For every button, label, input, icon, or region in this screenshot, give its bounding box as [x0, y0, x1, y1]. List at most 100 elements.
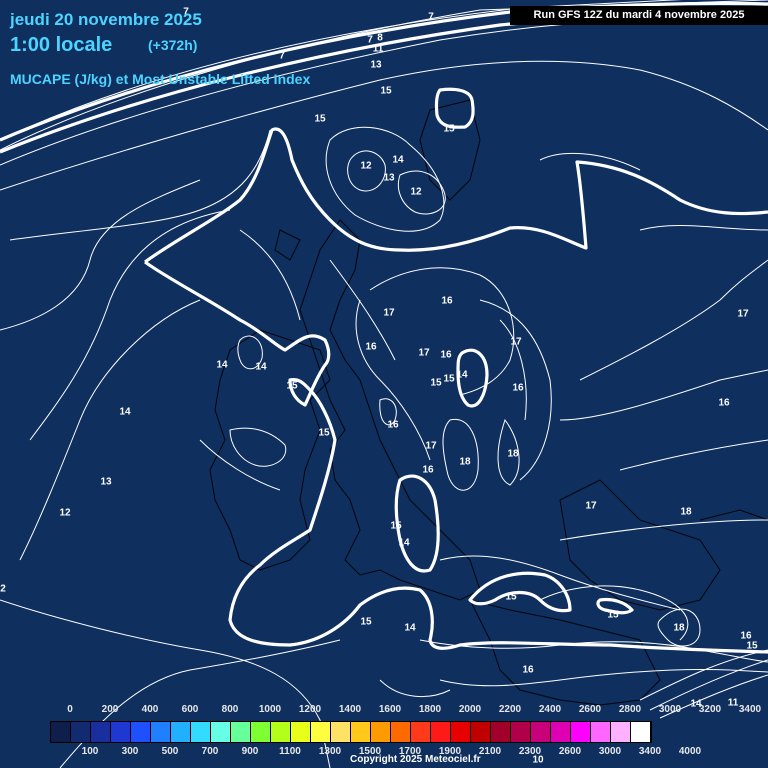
contour-label: 16 [512, 383, 524, 394]
contour-label: 16 [387, 420, 399, 431]
legend-swatch [151, 722, 171, 742]
legend-swatch [491, 722, 511, 742]
contour-label: 17 [418, 348, 430, 359]
contour-label: 7 [279, 51, 285, 62]
contour-label: 7 [183, 7, 189, 18]
contour-label: 15 [607, 610, 619, 621]
legend-tick-bottom: 900 [241, 746, 259, 757]
contour-label: 12 [360, 161, 372, 172]
legend-tick-top: 1000 [258, 704, 282, 715]
contour-label: 17 [585, 501, 597, 512]
contour-label: 15 [318, 428, 330, 439]
legend-swatch [91, 722, 111, 742]
contour-label: 17 [737, 309, 749, 320]
legend-tick-top: 1200 [298, 704, 322, 715]
legend-swatch [451, 722, 471, 742]
legend-tick-top: 2000 [458, 704, 482, 715]
contour-label: 11 [373, 44, 384, 55]
legend-tick-bottom: 2100 [478, 746, 502, 757]
legend-tick-bottom: 700 [201, 746, 219, 757]
legend-tick-top: 2200 [498, 704, 522, 715]
contour-labels: 7 7 7 7 8 11 13 15 15 15 12 14 13 12 16 … [0, 7, 758, 766]
lifted-index-thick-isolines [0, 1, 768, 654]
legend-swatch [531, 722, 551, 742]
contour-label: 7 [428, 12, 434, 23]
legend-tick-top: 3000 [658, 704, 682, 715]
legend-tick-bottom: 1900 [438, 746, 462, 757]
forecast-time: 1:00 locale [10, 34, 113, 56]
contour-label: 14 [392, 155, 404, 166]
contour-label: 18 [673, 623, 685, 634]
contour-label: 15 [746, 641, 758, 652]
legend-bottom-ticks: 100 300 500 700 900 1100 1300 1500 1700 1900 2100 2… [0, 746, 768, 760]
legend-swatch [251, 722, 271, 742]
contour-label: 15 [314, 114, 326, 125]
contour-label: 2 [0, 584, 6, 595]
legend-swatch [51, 722, 71, 742]
lead-time: (+372h) [148, 37, 198, 53]
legend-swatch [111, 722, 131, 742]
contour-label: 16 [740, 631, 752, 642]
legend-tick-top: 3200 [698, 704, 722, 715]
legend-swatch [471, 722, 491, 742]
contour-label: 18 [459, 457, 471, 468]
legend-tick-top: 2800 [618, 704, 642, 715]
legend-swatch [71, 722, 91, 742]
legend-tick-top: 1600 [378, 704, 402, 715]
legend-tick-top: 1800 [418, 704, 442, 715]
legend-tick-top: 2400 [538, 704, 562, 715]
model-run-label: Run GFS 12Z du mardi 4 novembre 2025 [510, 6, 768, 25]
legend-tick-bottom: 2600 [558, 746, 582, 757]
legend-swatch [191, 722, 211, 742]
legend-tick-top: 800 [221, 704, 239, 715]
legend-tick-top: 600 [181, 704, 199, 715]
legend-tick-bottom: 1500 [358, 746, 382, 757]
contour-label: 14 [216, 360, 228, 371]
contour-label: 15 [430, 378, 442, 389]
legend-tick-top: 1400 [338, 704, 362, 715]
legend-swatch [331, 722, 351, 742]
legend-tick-bottom: 2300 [518, 746, 542, 757]
contour-label: 13 [370, 60, 382, 71]
contour-label: 15 [286, 381, 298, 392]
legend-swatch [551, 722, 571, 742]
parameter-title: MUCAPE (J/kg) et Most Unstable Lifted In… [10, 71, 311, 87]
contour-label: 14 [404, 623, 416, 634]
contour-label: 13 [100, 477, 112, 488]
legend-swatch [231, 722, 251, 742]
contour-label: 14 [456, 370, 468, 381]
legend-tick-bottom: 300 [121, 746, 139, 757]
legend-swatch [411, 722, 431, 742]
legend-tick-bottom: 100 [81, 746, 99, 757]
contour-label: 12 [410, 187, 422, 198]
legend-swatch [631, 722, 651, 742]
legend-tick-top: 200 [101, 704, 119, 715]
contour-label: 17 [425, 441, 437, 452]
legend-swatch [271, 722, 291, 742]
legend-tick-bottom: 3400 [638, 746, 662, 757]
legend-tick-bottom: 4000 [678, 746, 702, 757]
legend-swatch [311, 722, 331, 742]
legend-tick-bottom: 1300 [318, 746, 342, 757]
legend-colorbar [50, 721, 652, 743]
legend-swatch [571, 722, 591, 742]
contour-label: 16 [365, 342, 377, 353]
contour-label: 15 [390, 521, 402, 532]
contour-label: 8 [377, 33, 383, 44]
legend-swatch [391, 722, 411, 742]
contour-label: 7 [367, 35, 373, 46]
legend-top-ticks: 0 200 400 600 800 1000 1200 1400 1600 1800 2000 220… [0, 704, 768, 718]
legend-swatch [351, 722, 371, 742]
contour-label: 15 [360, 617, 372, 628]
contour-label: 15 [380, 86, 392, 97]
legend-swatch [611, 722, 631, 742]
contour-label: 13 [383, 173, 395, 184]
contour-label: 16 [441, 296, 453, 307]
legend-swatch [211, 722, 231, 742]
legend-tick-bottom: 3000 [598, 746, 622, 757]
legend-tick-top: 0 [67, 704, 73, 715]
contour-label: 11 [728, 698, 739, 709]
